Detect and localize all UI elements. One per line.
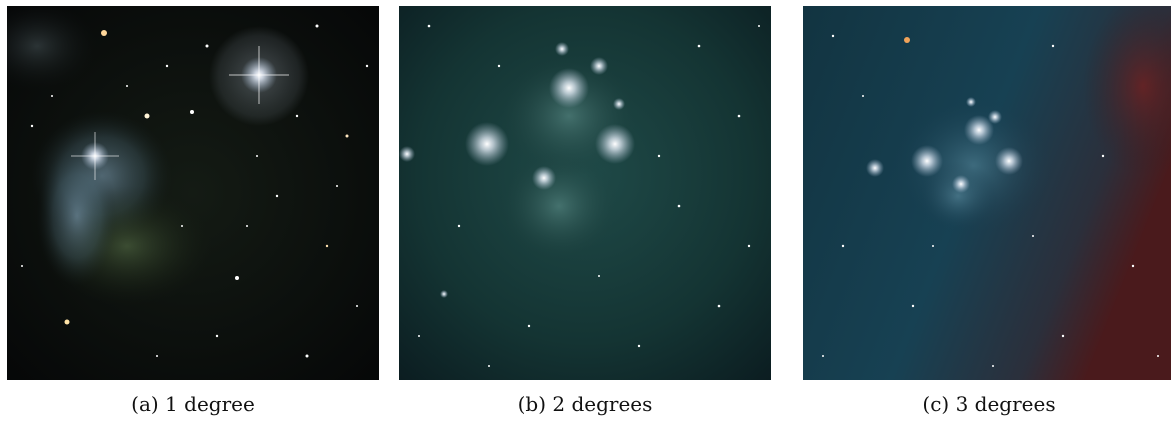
panel-a: (a) 1 degree <box>7 6 379 416</box>
star-field-image-1-degree <box>7 6 379 380</box>
star-field-image-2-degrees <box>399 6 771 380</box>
panel-caption-c: (c) 3 degrees <box>922 392 1056 416</box>
panel-c: (c) 3 degrees <box>803 6 1171 416</box>
panel-caption-a: (a) 1 degree <box>131 392 255 416</box>
panel-caption-b: (b) 2 degrees <box>517 392 653 416</box>
star-field-image-3-degrees <box>803 6 1171 380</box>
panel-b: (b) 2 degrees <box>399 6 771 416</box>
